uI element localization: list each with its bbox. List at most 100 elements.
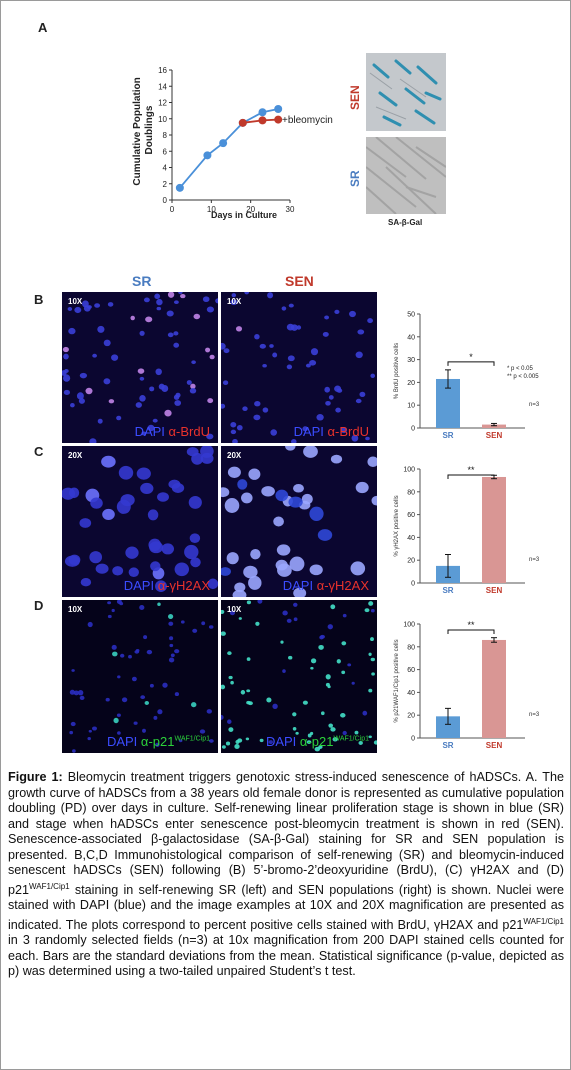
nucleus-mark — [112, 651, 118, 657]
nucleus-mark — [231, 293, 237, 298]
nucleus-mark — [157, 492, 169, 502]
nucleus-mark — [336, 659, 341, 664]
nucleus-mark — [157, 709, 163, 715]
nucleus-mark — [246, 689, 251, 693]
nucleus-mark — [246, 600, 251, 605]
nucleus-mark — [292, 712, 297, 717]
nucleus-mark — [97, 325, 105, 333]
growth-y-tick-label: 16 — [158, 66, 167, 75]
nucleus-mark — [280, 640, 284, 644]
nucleus-mark — [243, 565, 258, 579]
nucleus-mark — [259, 343, 266, 349]
nucleus-mark — [342, 613, 347, 618]
bar-y-tick-label: 20 — [407, 380, 415, 387]
nucleus-mark — [62, 370, 67, 376]
nucleus-mark — [370, 373, 376, 378]
growth-y-label: Cumulative Population Doublings — [132, 74, 155, 185]
bar-y-tick-label: 60 — [407, 512, 415, 519]
nucleus-mark — [293, 602, 298, 607]
nucleus-mark — [139, 330, 145, 336]
significance-bracket — [447, 474, 495, 479]
nucleus-mark — [373, 740, 377, 745]
nucleus-mark — [191, 452, 204, 465]
nucleus-mark — [291, 438, 297, 443]
nucleus-mark — [245, 737, 250, 741]
nucleus-mark — [107, 614, 112, 619]
nucleus-mark — [77, 689, 84, 696]
growth-y-tick-label: 12 — [158, 99, 167, 108]
nucleus-mark — [259, 738, 264, 743]
nucleus-mark — [68, 554, 81, 566]
nucleus-mark — [118, 465, 134, 480]
stain-label: DAPI α-BrdU — [294, 424, 369, 439]
nucleus-mark — [189, 388, 197, 394]
nucleus-mark — [63, 353, 69, 360]
bar-y-tick-label: 0 — [411, 736, 415, 743]
nucleus-mark — [164, 409, 172, 417]
stain-marker-label: α-γH2AX — [157, 578, 210, 593]
nucleus-mark — [167, 292, 175, 298]
bar-y-label: % γH2AX positive cells — [394, 495, 400, 556]
nucleus-mark — [92, 353, 97, 358]
nucleus-mark — [188, 495, 202, 509]
nucleus-mark — [162, 682, 168, 688]
growth-point-0 — [203, 151, 212, 160]
nucleus-mark — [95, 563, 109, 574]
bar-sen — [482, 424, 506, 428]
nucleus-mark — [257, 600, 263, 604]
growth-point-0 — [175, 183, 184, 192]
nucleus-mark — [150, 561, 161, 572]
nucleus-mark — [155, 580, 167, 592]
nucleus-mark — [302, 700, 308, 705]
bar-y-tick-label: 10 — [407, 403, 415, 410]
micrograph-d-sen: 10X DAPI α-p21WAF1/Cip1 — [221, 600, 377, 753]
nucleus-mark — [215, 298, 218, 304]
nucleus-mark — [293, 587, 307, 597]
nucleus-mark — [141, 431, 147, 436]
nucleus-mark — [237, 479, 248, 490]
panel-letter-b: B — [34, 292, 44, 307]
nucleus-mark — [102, 508, 115, 520]
nucleus-mark — [227, 719, 232, 724]
magnification-label: 20X — [227, 451, 242, 460]
bar-y-label: % BrdU positive cells — [394, 343, 400, 399]
nucleus-mark — [173, 394, 180, 400]
nucleus-mark — [368, 652, 372, 656]
stain-marker-label: α-BrdU — [327, 424, 369, 439]
nucleus-mark — [221, 684, 226, 690]
bar-y-label: % p21WAF1/Cip1 positive cells — [394, 639, 400, 722]
nucleus-mark — [78, 398, 85, 404]
nucleus-mark — [230, 421, 237, 428]
stain-marker-label: α-p21WAF1/Cip1 — [140, 734, 210, 749]
magnification-label: 10X — [227, 297, 242, 306]
nucleus-mark — [209, 739, 214, 743]
nucleus-mark — [325, 400, 331, 406]
nucleus-mark — [161, 543, 175, 555]
nucleus-mark — [103, 378, 111, 385]
column-header-sen: SEN — [285, 273, 314, 289]
nucleus-mark — [116, 713, 121, 717]
nucleus-mark — [354, 730, 359, 735]
bar-category-label: SR — [442, 586, 453, 595]
nucleus-mark — [85, 387, 93, 395]
nucleus-mark — [241, 492, 253, 504]
nucleus-mark — [355, 351, 363, 359]
bar-sen — [482, 639, 506, 738]
bar-category-label: SEN — [486, 586, 503, 595]
growth-point-0 — [274, 105, 283, 113]
growth-point-0 — [219, 139, 228, 148]
nucleus-mark — [318, 745, 323, 749]
nucleus-mark — [310, 658, 317, 664]
nucleus-mark — [147, 424, 155, 432]
nucleus-mark — [307, 733, 312, 738]
bar-chart-brdu: 0 10 20 30 40 50 % BrdU positive cells SR SEN * n=… — [394, 312, 540, 441]
sen-row-label: SEN — [348, 85, 362, 110]
nucleus-mark — [248, 575, 262, 590]
nucleus-mark — [79, 518, 92, 528]
nucleus-mark — [228, 675, 233, 680]
nucleus-mark — [173, 300, 179, 305]
nucleus-mark — [318, 644, 324, 650]
nucleus-mark — [116, 415, 122, 421]
caption-sup-2: WAF1/Cip1 — [523, 916, 564, 926]
n-label: n=3 — [529, 557, 540, 563]
